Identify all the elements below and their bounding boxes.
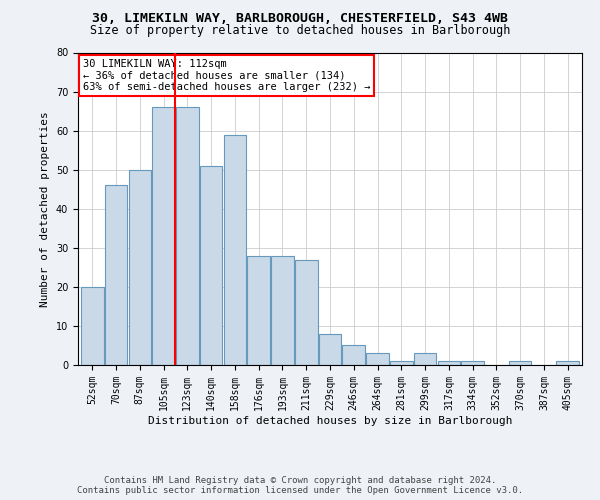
Bar xyxy=(105,186,127,365)
Bar xyxy=(556,361,579,365)
Bar xyxy=(247,256,270,365)
Text: 30 LIMEKILN WAY: 112sqm
← 36% of detached houses are smaller (134)
63% of semi-d: 30 LIMEKILN WAY: 112sqm ← 36% of detache… xyxy=(83,58,371,92)
Bar xyxy=(461,361,484,365)
Bar xyxy=(390,361,413,365)
Bar xyxy=(152,107,175,365)
Bar xyxy=(176,107,199,365)
Text: Size of property relative to detached houses in Barlborough: Size of property relative to detached ho… xyxy=(90,24,510,37)
Bar xyxy=(509,361,532,365)
Bar xyxy=(81,287,104,365)
Bar xyxy=(319,334,341,365)
Bar xyxy=(200,166,223,365)
Text: 30, LIMEKILN WAY, BARLBOROUGH, CHESTERFIELD, S43 4WB: 30, LIMEKILN WAY, BARLBOROUGH, CHESTERFI… xyxy=(92,12,508,26)
Bar xyxy=(414,354,436,365)
Bar xyxy=(128,170,151,365)
Bar xyxy=(437,361,460,365)
Bar xyxy=(271,256,294,365)
Bar xyxy=(343,346,365,365)
Y-axis label: Number of detached properties: Number of detached properties xyxy=(40,111,50,306)
Text: Contains HM Land Registry data © Crown copyright and database right 2024.
Contai: Contains HM Land Registry data © Crown c… xyxy=(77,476,523,495)
Bar xyxy=(295,260,317,365)
Bar xyxy=(224,134,246,365)
X-axis label: Distribution of detached houses by size in Barlborough: Distribution of detached houses by size … xyxy=(148,416,512,426)
Bar xyxy=(366,354,389,365)
